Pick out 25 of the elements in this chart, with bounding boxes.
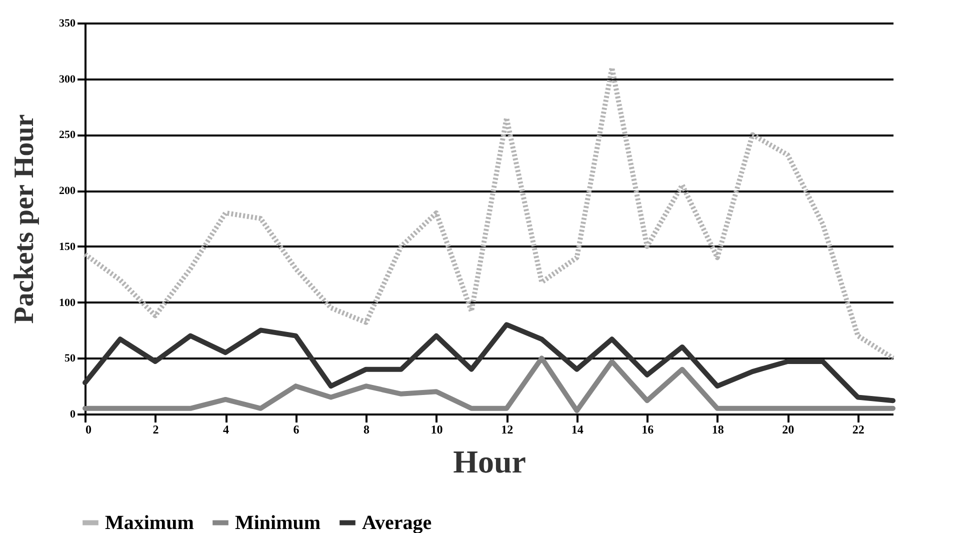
x-tick-label: 20 bbox=[782, 422, 794, 436]
y-tick-label: 100 bbox=[59, 296, 76, 309]
legend-label: Minimum bbox=[235, 512, 321, 533]
x-tick-label: 22 bbox=[852, 422, 864, 436]
x-tick-label: 0 bbox=[86, 422, 92, 436]
y-tick-label: 250 bbox=[59, 129, 76, 142]
x-tick-label: 14 bbox=[571, 422, 584, 436]
y-tick-label: 50 bbox=[64, 352, 76, 365]
x-tick-label: 8 bbox=[364, 422, 370, 436]
legend-label: Average bbox=[362, 512, 432, 533]
y-axis-title: Packets per Hour bbox=[9, 114, 40, 324]
legend-label: Maximum bbox=[105, 512, 194, 533]
x-tick-label: 2 bbox=[152, 422, 159, 436]
x-tick-label: 6 bbox=[293, 422, 300, 436]
y-tick-label: 300 bbox=[59, 73, 76, 86]
x-tick-label: 4 bbox=[223, 422, 230, 436]
y-tick-label: 350 bbox=[59, 18, 76, 30]
x-tick-label: 12 bbox=[501, 422, 514, 436]
y-tick-label: 0 bbox=[70, 408, 76, 420]
x-axis-title: Hour bbox=[453, 444, 526, 480]
y-tick-label: 200 bbox=[59, 185, 76, 198]
y-tick-label: 150 bbox=[59, 240, 76, 253]
x-tick-label: 10 bbox=[430, 422, 443, 436]
x-tick-label: 18 bbox=[712, 422, 724, 436]
x-tick-label: 16 bbox=[642, 422, 654, 436]
